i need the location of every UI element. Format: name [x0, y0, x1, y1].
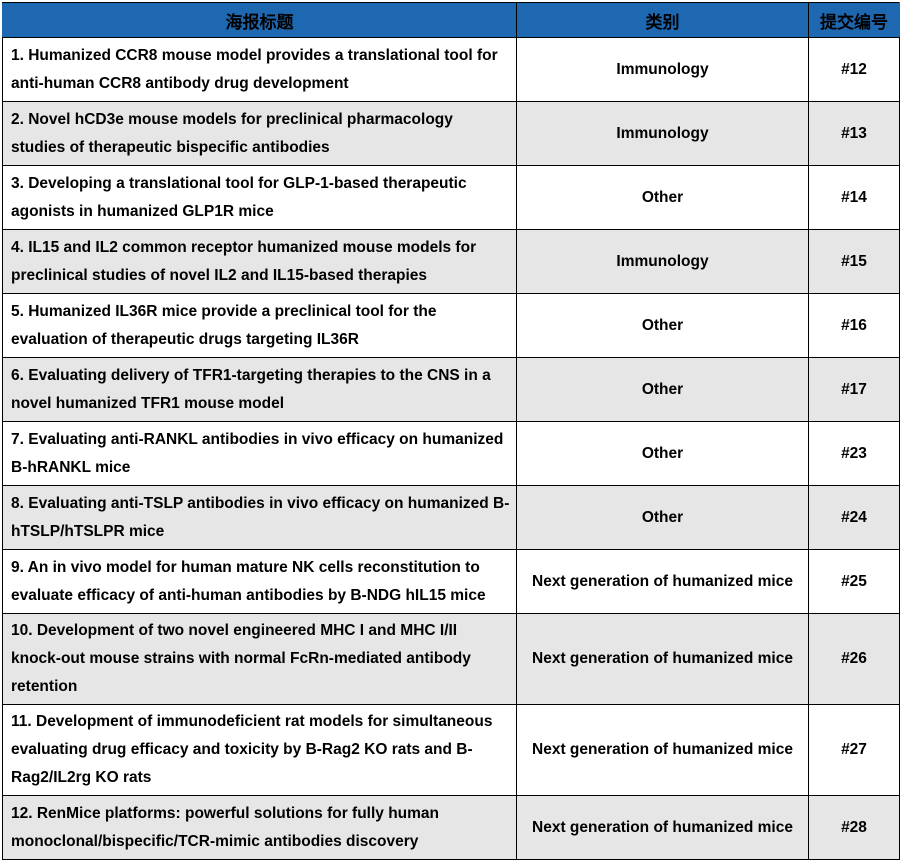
category-cell: Other: [516, 421, 809, 486]
submission-id-cell: #27: [808, 704, 900, 796]
poster-title-cell: 4. IL15 and IL2 common receptor humanize…: [2, 229, 517, 294]
table-row: 12. RenMice platforms: powerful solution…: [2, 795, 900, 860]
table-row: 11. Development of immunodeficient rat m…: [2, 704, 900, 796]
poster-title-cell: 12. RenMice platforms: powerful solution…: [2, 795, 517, 860]
submission-id-cell: #17: [808, 357, 900, 422]
table-row: 4. IL15 and IL2 common receptor humanize…: [2, 229, 900, 294]
submission-id-cell: #24: [808, 485, 900, 550]
table-row: 7. Evaluating anti-RANKL antibodies in v…: [2, 421, 900, 486]
poster-title-cell: 9. An in vivo model for human mature NK …: [2, 549, 517, 614]
table-row: 5. Humanized IL36R mice provide a precli…: [2, 293, 900, 358]
category-cell: Immunology: [516, 37, 809, 102]
table-row: 10. Development of two novel engineered …: [2, 613, 900, 705]
poster-table-header: 海报标题 类别 提交编号: [2, 2, 900, 38]
poster-title-cell: 8. Evaluating anti-TSLP antibodies in vi…: [2, 485, 517, 550]
table-row: 1. Humanized CCR8 mouse model provides a…: [2, 37, 900, 102]
poster-title-cell: 1. Humanized CCR8 mouse model provides a…: [2, 37, 517, 102]
table-row: 6. Evaluating delivery of TFR1-targeting…: [2, 357, 900, 422]
category-cell: Other: [516, 357, 809, 422]
poster-title-cell: 3. Developing a translational tool for G…: [2, 165, 517, 230]
category-cell: Immunology: [516, 101, 809, 166]
poster-title-cell: 10. Development of two novel engineered …: [2, 613, 517, 705]
category-cell: Next generation of humanized mice: [516, 549, 809, 614]
poster-title-cell: 7. Evaluating anti-RANKL antibodies in v…: [2, 421, 517, 486]
table-row: 8. Evaluating anti-TSLP antibodies in vi…: [2, 485, 900, 550]
header-category: 类别: [516, 2, 809, 38]
table-row: 3. Developing a translational tool for G…: [2, 165, 900, 230]
submission-id-cell: #12: [808, 37, 900, 102]
category-cell: Immunology: [516, 229, 809, 294]
poster-title-cell: 2. Novel hCD3e mouse models for preclini…: [2, 101, 517, 166]
header-row: 海报标题 类别 提交编号: [2, 2, 900, 38]
submission-id-cell: #25: [808, 549, 900, 614]
poster-title-cell: 6. Evaluating delivery of TFR1-targeting…: [2, 357, 517, 422]
category-cell: Next generation of humanized mice: [516, 795, 809, 860]
poster-table-body: 1. Humanized CCR8 mouse model provides a…: [2, 37, 900, 860]
submission-id-cell: #28: [808, 795, 900, 860]
header-submission-id: 提交编号: [808, 2, 900, 38]
poster-title-cell: 5. Humanized IL36R mice provide a precli…: [2, 293, 517, 358]
category-cell: Next generation of humanized mice: [516, 613, 809, 705]
poster-title-cell: 11. Development of immunodeficient rat m…: [2, 704, 517, 796]
header-poster-title: 海报标题: [2, 2, 517, 38]
category-cell: Other: [516, 165, 809, 230]
submission-id-cell: #13: [808, 101, 900, 166]
submission-id-cell: #23: [808, 421, 900, 486]
category-cell: Other: [516, 485, 809, 550]
table-row: 2. Novel hCD3e mouse models for preclini…: [2, 101, 900, 166]
submission-id-cell: #14: [808, 165, 900, 230]
submission-id-cell: #15: [808, 229, 900, 294]
submission-id-cell: #16: [808, 293, 900, 358]
category-cell: Next generation of humanized mice: [516, 704, 809, 796]
submission-id-cell: #26: [808, 613, 900, 705]
table-row: 9. An in vivo model for human mature NK …: [2, 549, 900, 614]
category-cell: Other: [516, 293, 809, 358]
